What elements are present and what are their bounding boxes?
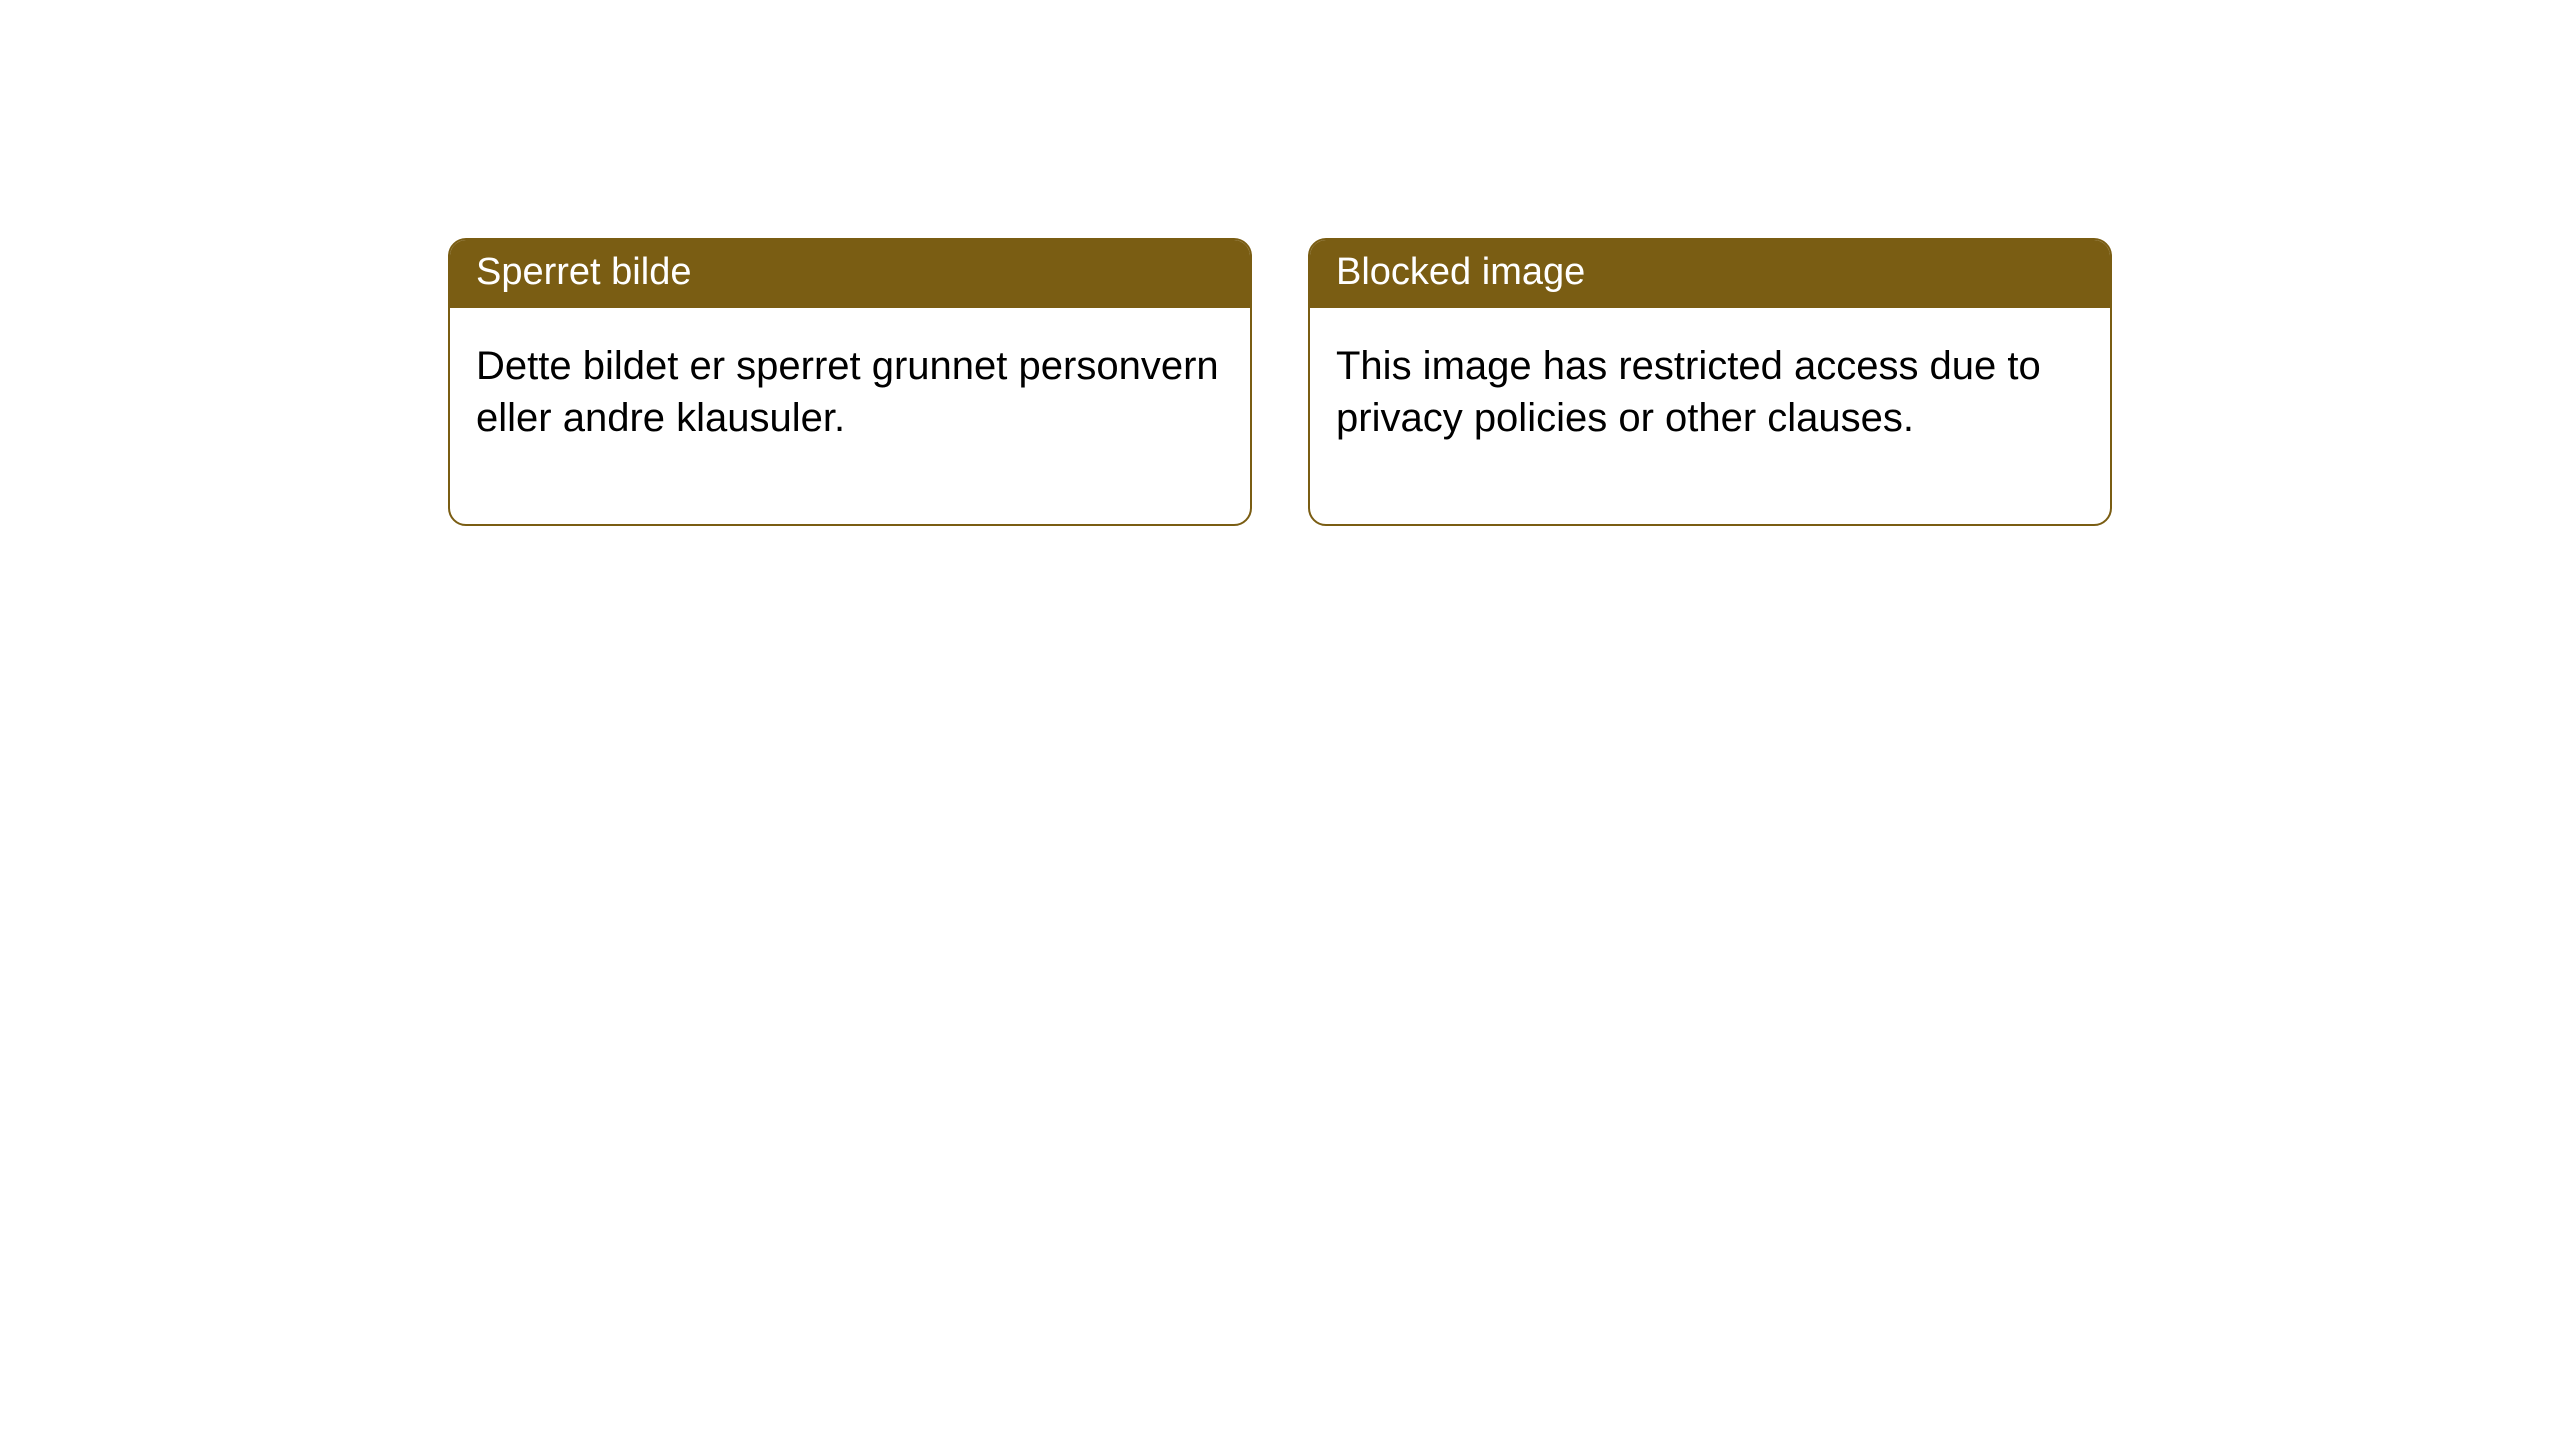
notice-container: Sperret bilde Dette bildet er sperret gr…	[0, 0, 2560, 526]
notice-body-english: This image has restricted access due to …	[1310, 308, 2110, 524]
notice-title-norwegian: Sperret bilde	[450, 240, 1250, 308]
notice-body-norwegian: Dette bildet er sperret grunnet personve…	[450, 308, 1250, 524]
notice-card-english: Blocked image This image has restricted …	[1308, 238, 2112, 526]
notice-title-english: Blocked image	[1310, 240, 2110, 308]
notice-card-norwegian: Sperret bilde Dette bildet er sperret gr…	[448, 238, 1252, 526]
